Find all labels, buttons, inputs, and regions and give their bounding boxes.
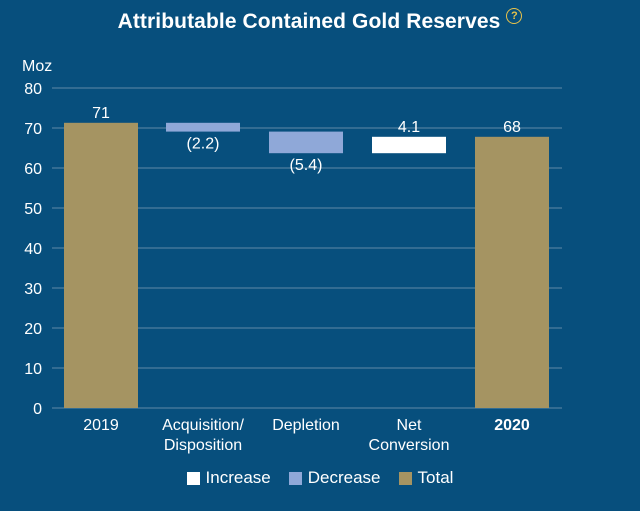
y-tick-label: 0 — [33, 401, 42, 418]
labels: Moz 0 10 20 30 40 50 60 70 80 71 (2.2) (5.4) 4.1 68 201… — [22, 58, 530, 454]
x-tick-label: Net — [397, 417, 422, 434]
data-label: 4.1 — [398, 119, 420, 136]
y-tick-label: 80 — [24, 81, 42, 98]
y-tick-label: 60 — [24, 161, 42, 178]
legend-item-increase: Increase — [186, 468, 271, 488]
legend-item-decrease: Decrease — [288, 468, 381, 488]
legend-swatch-decrease — [288, 471, 302, 485]
bar-increase — [372, 136, 446, 154]
chart-header: Attributable Contained Gold Reserves? — [0, 8, 640, 34]
data-label: 71 — [92, 105, 110, 122]
x-tick-label: Disposition — [164, 437, 242, 454]
y-axis-label: Moz — [22, 58, 52, 75]
y-tick-label: 20 — [24, 321, 42, 338]
question-circle-icon[interactable]: ? — [506, 8, 523, 24]
legend-label-increase: Increase — [205, 468, 271, 487]
data-label: (2.2) — [187, 136, 220, 153]
bar-total — [64, 122, 138, 409]
legend-swatch-increase — [186, 471, 200, 485]
y-tick-label: 10 — [24, 361, 42, 378]
legend-label-decrease: Decrease — [307, 468, 381, 487]
bar-decrease — [166, 122, 240, 132]
x-tick-label: 2019 — [83, 417, 119, 434]
data-label: (5.4) — [290, 157, 323, 174]
data-label: 68 — [503, 119, 521, 136]
bar-decrease — [269, 131, 343, 154]
x-tick-label: Depletion — [272, 417, 340, 434]
y-tick-label: 30 — [24, 281, 42, 298]
x-tick-label: 2020 — [494, 417, 530, 434]
x-tick-label: Conversion — [369, 437, 450, 454]
legend-item-total: Total — [398, 468, 454, 488]
y-tick-label: 70 — [24, 121, 42, 138]
legend-label-total: Total — [417, 468, 454, 487]
chart-title: Attributable Contained Gold Reserves — [117, 10, 501, 33]
legend-swatch-total — [398, 471, 412, 485]
bars — [64, 122, 549, 409]
y-tick-label: 50 — [24, 201, 42, 218]
bar-total — [475, 136, 549, 409]
x-tick-label: Acquisition/ — [162, 417, 244, 434]
legend: Increase Decrease Total — [0, 468, 640, 488]
y-tick-label: 40 — [24, 241, 42, 258]
